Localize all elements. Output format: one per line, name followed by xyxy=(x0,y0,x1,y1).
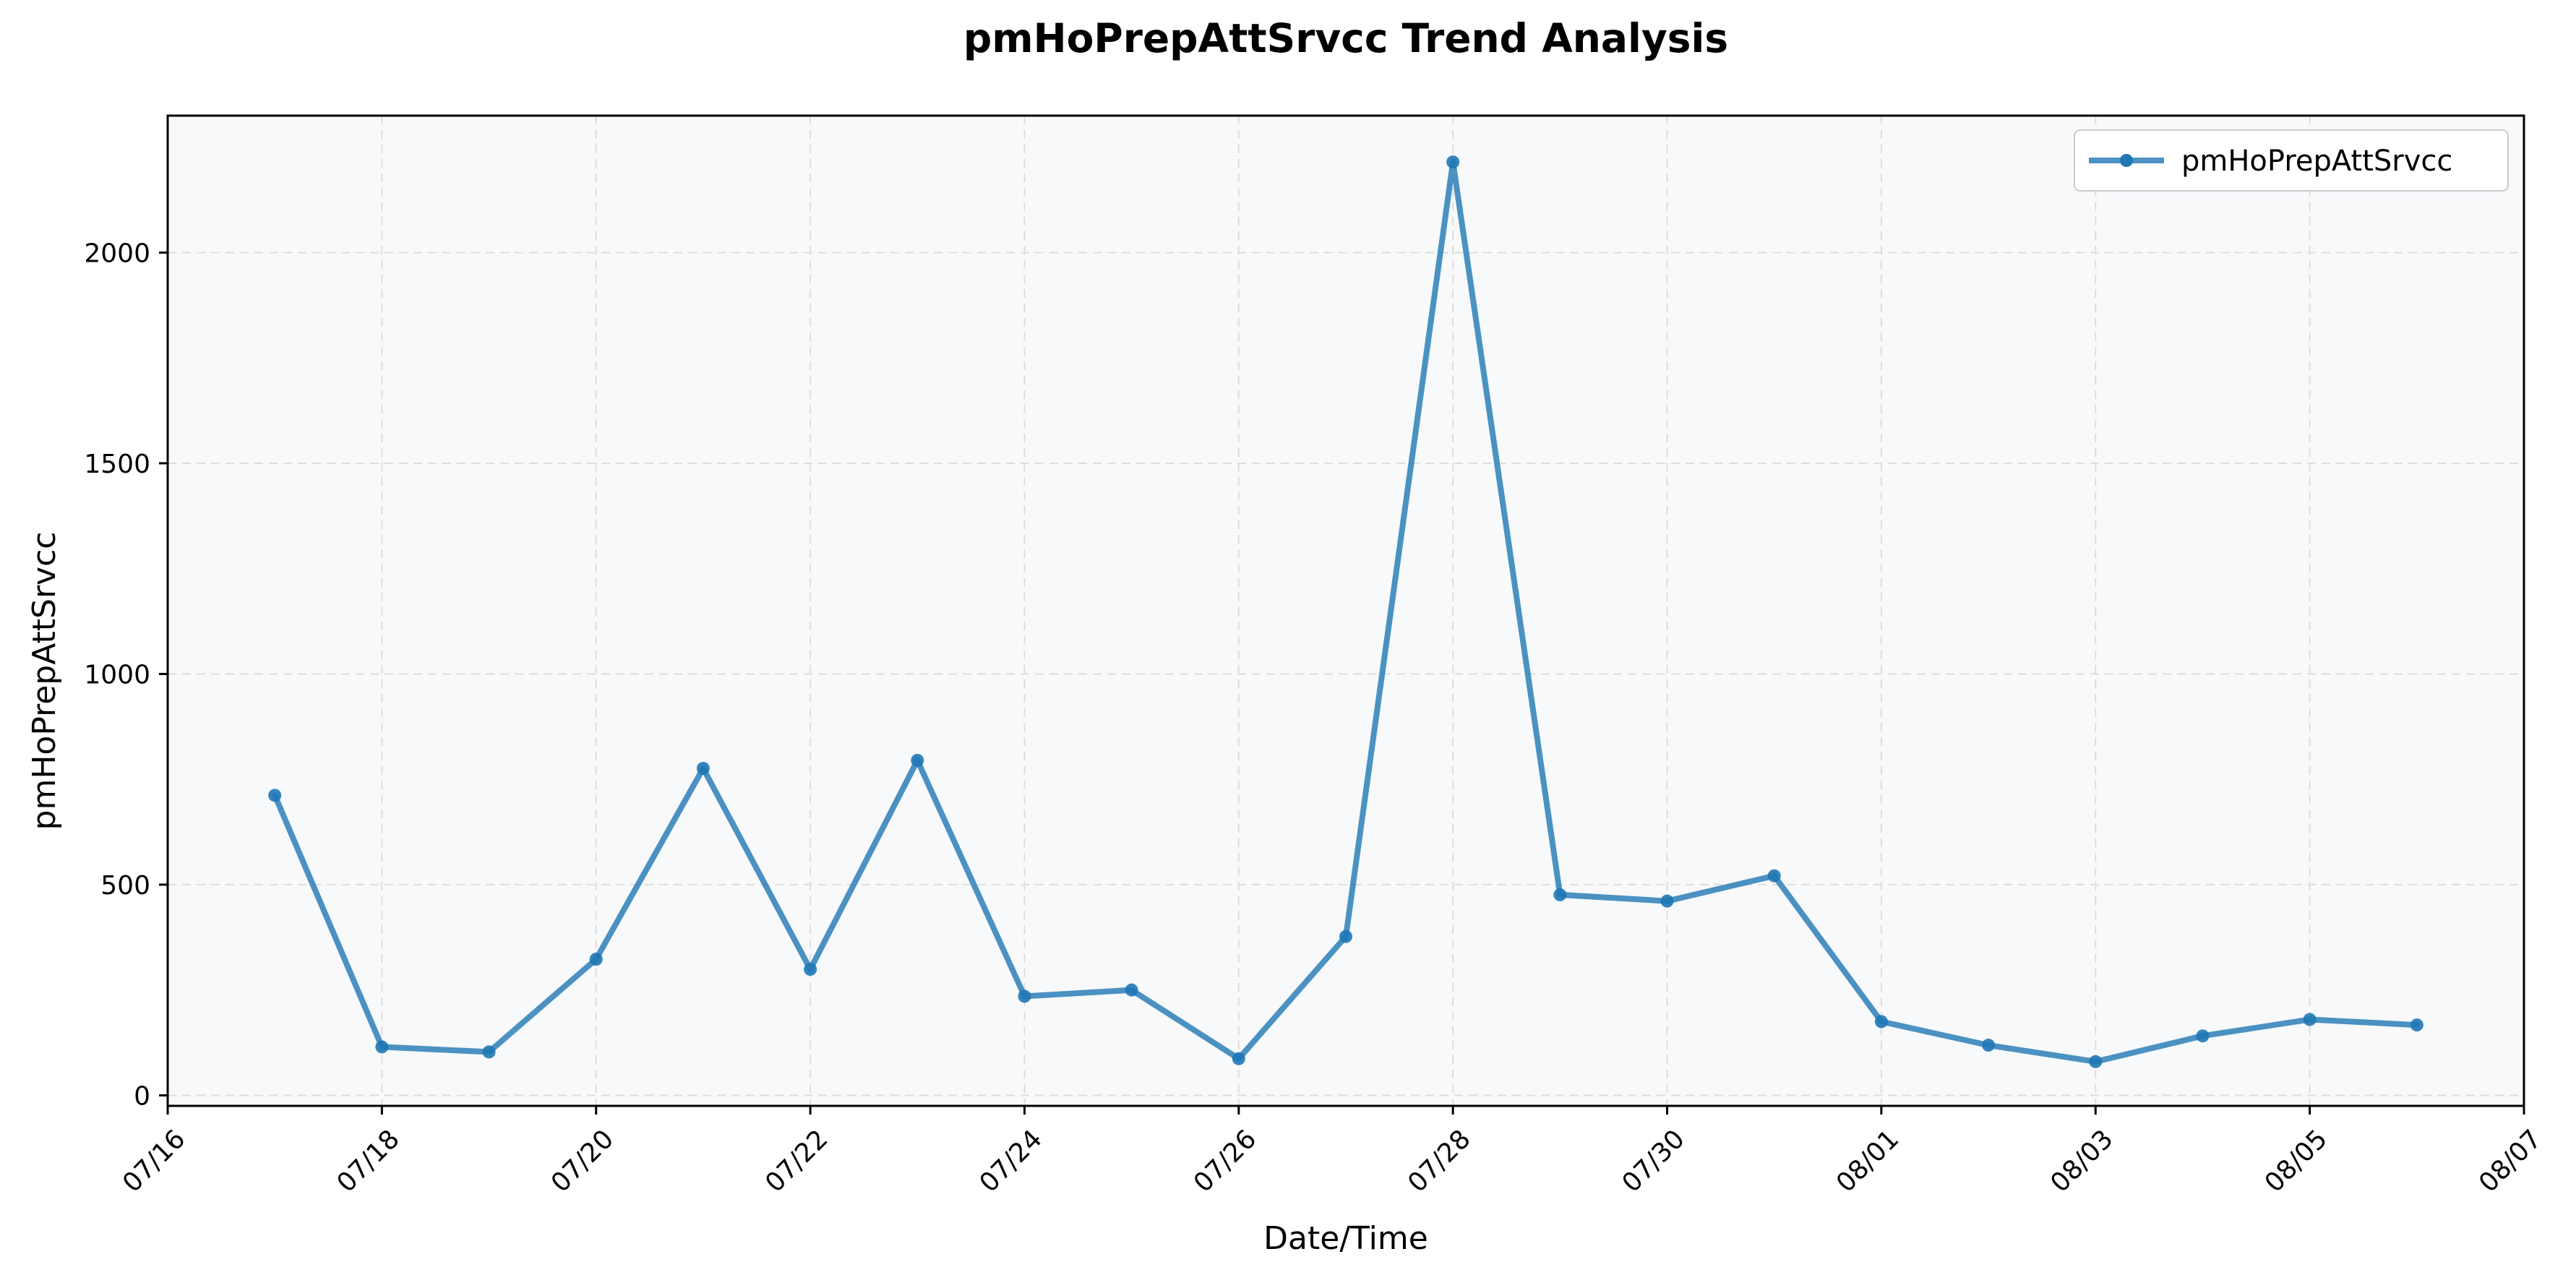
data-point xyxy=(589,953,603,966)
data-point xyxy=(268,789,282,802)
data-point xyxy=(375,1040,389,1054)
data-point xyxy=(1553,888,1567,901)
data-point xyxy=(1982,1039,1996,1052)
data-point xyxy=(482,1045,496,1059)
data-point xyxy=(2089,1055,2103,1068)
data-point xyxy=(2196,1029,2210,1043)
y-tick-label: 1000 xyxy=(84,660,150,690)
x-tick-label: 07/16 xyxy=(117,1124,191,1198)
x-tick-label: 07/30 xyxy=(1617,1124,1691,1198)
data-point xyxy=(2303,1013,2317,1026)
x-tick-label: 07/20 xyxy=(546,1124,619,1198)
data-point xyxy=(1339,930,1352,943)
chart-title: pmHoPrepAttSrvcc Trend Analysis xyxy=(963,15,1728,61)
y-tick-label: 500 xyxy=(100,871,150,901)
x-tick-label: 08/05 xyxy=(2259,1124,2333,1198)
x-tick-label: 07/24 xyxy=(974,1124,1048,1198)
data-point xyxy=(1232,1052,1245,1065)
x-tick-label: 07/22 xyxy=(760,1124,833,1198)
legend-box xyxy=(2074,129,2509,192)
legend: pmHoPrepAttSrvcc xyxy=(2074,129,2509,192)
data-point xyxy=(2410,1018,2423,1032)
x-axis-label: Date/Time xyxy=(1263,1220,1428,1257)
data-point xyxy=(911,753,924,767)
y-tick-label: 1500 xyxy=(84,450,150,479)
x-tick-label: 08/03 xyxy=(2045,1124,2118,1198)
y-tick-label: 2000 xyxy=(84,239,150,268)
data-point xyxy=(1874,1015,1888,1029)
data-point xyxy=(1660,894,1674,908)
x-tick-label: 07/28 xyxy=(1402,1124,1476,1198)
data-point xyxy=(804,963,817,976)
x-tick-label: 07/18 xyxy=(331,1124,405,1198)
x-tick-label: 08/01 xyxy=(1831,1124,1905,1198)
data-point xyxy=(1767,869,1781,883)
legend-marker xyxy=(2120,154,2133,167)
y-axis-label: pmHoPrepAttSrvcc xyxy=(26,532,63,830)
axes-frame xyxy=(166,114,2525,1107)
data-point xyxy=(696,762,710,776)
y-tick-label: 0 xyxy=(134,1081,150,1111)
data-point xyxy=(1125,983,1138,997)
legend-label: pmHoPrepAttSrvcc xyxy=(2181,145,2452,178)
data-point xyxy=(1446,155,1460,169)
plot-area xyxy=(168,116,2524,1106)
data-point xyxy=(1018,989,1031,1003)
x-tick-label: 07/26 xyxy=(1188,1124,1262,1198)
x-tick-label: 08/07 xyxy=(2473,1124,2547,1198)
